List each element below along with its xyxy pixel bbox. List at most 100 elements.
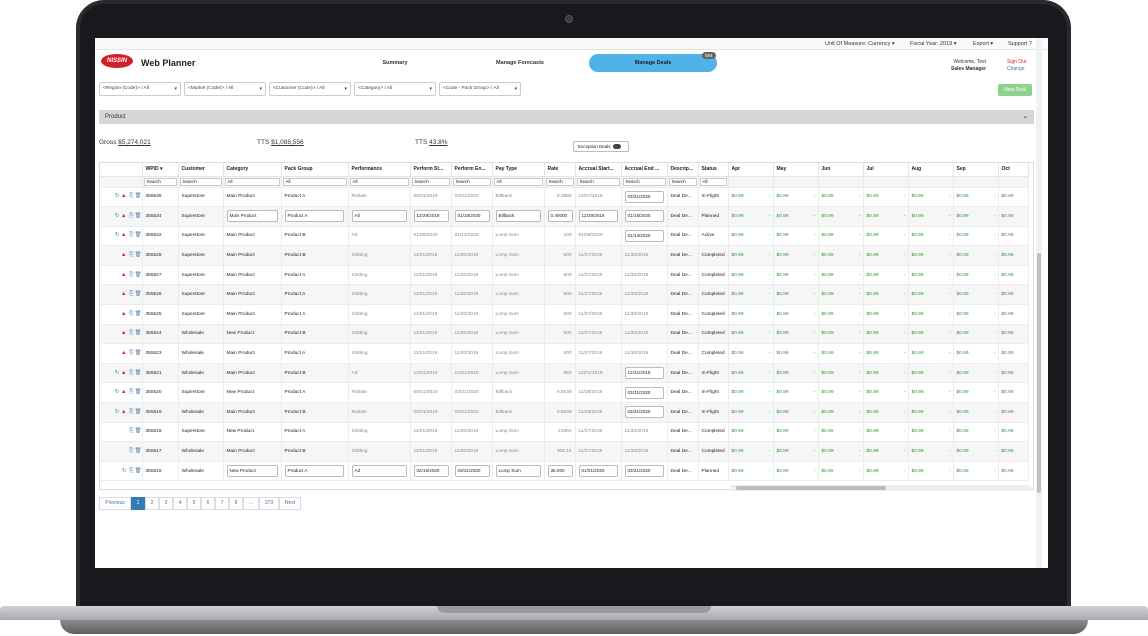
month-value-cell[interactable]: $0.99 - <box>773 265 819 286</box>
trash-icon[interactable]: 🗑 <box>134 193 142 200</box>
month-value-cell[interactable]: $0.99 - <box>953 206 999 227</box>
month-value-cell[interactable]: $0.99 - <box>863 363 909 384</box>
warning-icon[interactable]: ▲ <box>121 252 127 259</box>
column-header[interactable]: Rate <box>544 163 576 177</box>
column-header[interactable]: Performance <box>348 163 411 177</box>
month-value-cell[interactable]: $0.99 - <box>728 343 774 364</box>
trash-icon[interactable]: 🗑 <box>134 350 142 357</box>
copy-icon[interactable]: ⎘ <box>129 271 134 278</box>
month-value-cell[interactable]: $0.99 - <box>773 304 819 325</box>
refresh-icon[interactable]: ↻ <box>121 467 127 474</box>
column-header[interactable]: Perform En... <box>451 163 493 177</box>
month-value-cell[interactable]: $0.99 - <box>773 461 819 482</box>
trash-icon[interactable]: 🗑 <box>134 232 142 239</box>
column-header[interactable]: Jun <box>818 163 864 177</box>
month-value-cell[interactable]: $0.99 - <box>728 226 774 247</box>
column-header[interactable]: May <box>773 163 819 177</box>
copy-icon[interactable]: ⎘ <box>129 350 134 357</box>
table-row[interactable]: ▲ ⎘🗑 355526 Superstore Main Product Product A… <box>100 284 1029 306</box>
month-value-cell[interactable]: $0.99 - <box>953 441 999 462</box>
month-value-cell[interactable]: $0.99 - <box>818 284 864 306</box>
rate-input[interactable]: 36.000 <box>547 465 574 478</box>
month-value-cell[interactable]: $0.99 - <box>953 304 999 325</box>
month-value-cell[interactable]: $0.99 - <box>728 187 774 208</box>
accrual-start-input[interactable]: 12/29/2019 <box>578 210 619 223</box>
month-value-cell[interactable]: $0.99 - <box>908 245 954 266</box>
month-value-cell[interactable]: $0.99 - <box>728 304 774 325</box>
trash-icon[interactable]: 🗑 <box>134 369 142 376</box>
fiscal-year-dropdown[interactable]: Fiscal Year: 2019 ▾ <box>910 41 957 47</box>
month-value-cell[interactable]: $0.99 - <box>818 382 864 404</box>
copy-icon[interactable]: ⎘ <box>129 291 134 298</box>
warning-icon[interactable]: ▲ <box>121 193 127 200</box>
page-number-button[interactable]: 7 <box>215 497 229 510</box>
month-value-cell[interactable]: $0.99 - <box>728 324 774 345</box>
rate-input[interactable]: 0.40000 <box>547 210 574 223</box>
refresh-icon[interactable]: ↻ <box>114 408 120 415</box>
category-filter[interactable]: <Category> / All ▾ <box>354 82 436 96</box>
column-search-input[interactable]: Search <box>143 177 177 186</box>
column-search-input[interactable]: Search <box>452 177 491 186</box>
month-value-cell[interactable]: $0.99 <box>998 363 1029 384</box>
month-value-cell[interactable]: $0.99 - <box>953 461 999 482</box>
month-value-cell[interactable]: $0.99 - <box>953 187 999 208</box>
table-row[interactable]: ▲ ⎘🗑 355528 Superstore Main Product Product B… <box>100 245 1029 266</box>
nav-manage-forecasts[interactable]: Manage Forecasts <box>496 60 544 66</box>
month-value-cell[interactable]: $0.99 - <box>863 324 909 345</box>
copy-icon[interactable]: ⎘ <box>129 467 134 474</box>
page-number-button[interactable]: 8 <box>229 497 243 510</box>
category-select[interactable]: New Product <box>226 465 278 478</box>
export-dropdown[interactable]: Export ▾ <box>973 41 994 47</box>
month-value-cell[interactable]: $0.99 - <box>908 304 954 325</box>
month-value-cell[interactable]: $0.99 - <box>818 226 864 247</box>
month-value-cell[interactable]: $0.99 <box>998 226 1029 247</box>
month-value-cell[interactable]: $0.99 - <box>863 187 909 208</box>
accrual-start-input[interactable]: 01/01/2020 <box>578 465 619 478</box>
month-value-cell[interactable]: $0.99 - <box>818 343 864 364</box>
warning-icon[interactable]: ▲ <box>121 369 127 376</box>
month-value-cell[interactable]: $0.99 <box>998 187 1029 208</box>
warning-icon[interactable]: ▲ <box>121 212 127 219</box>
chevron-down-icon[interactable]: ⌄ <box>1022 113 1028 120</box>
warning-icon[interactable]: ▲ <box>121 271 127 278</box>
trash-icon[interactable]: 🗑 <box>134 428 142 435</box>
trash-icon[interactable]: 🗑 <box>134 291 142 298</box>
column-filter-select[interactable]: All <box>699 177 727 186</box>
horizontal-scrollbar[interactable] <box>731 485 1031 491</box>
column-header[interactable]: Aug <box>908 163 954 177</box>
trash-icon[interactable]: 🗑 <box>134 271 142 278</box>
month-value-cell[interactable]: $0.99 - <box>863 461 909 482</box>
month-value-cell[interactable]: $0.99 - <box>908 363 954 384</box>
month-value-cell[interactable]: $0.99 <box>998 265 1029 286</box>
month-value-cell[interactable]: $0.99 - <box>773 324 819 345</box>
month-value-cell[interactable]: $0.99 - <box>863 265 909 286</box>
month-value-cell[interactable]: $0.99 - <box>773 363 819 384</box>
copy-icon[interactable]: ⎘ <box>129 428 134 435</box>
nav-manage-deals[interactable]: Manage Deals <box>589 54 717 72</box>
previous-page-button[interactable]: Previous <box>99 497 131 510</box>
new-deal-button[interactable]: New Deal <box>998 84 1032 96</box>
copy-icon[interactable]: ⎘ <box>129 408 134 415</box>
pay-type-select[interactable]: Billback <box>495 210 542 223</box>
performance-select[interactable]: All <box>351 210 407 223</box>
support-link[interactable]: Support ? <box>1008 41 1032 47</box>
accrual-end-input[interactable]: 01/14/2020 <box>624 229 665 242</box>
month-value-cell[interactable]: $0.99 - <box>728 402 774 423</box>
month-value-cell[interactable]: $0.99 - <box>773 187 819 208</box>
month-value-cell[interactable]: $0.99 - <box>863 343 909 364</box>
column-header[interactable]: Accrual End ... <box>621 163 668 177</box>
month-value-cell[interactable]: $0.99 - <box>908 343 954 364</box>
month-value-cell[interactable]: $0.99 - <box>818 441 864 462</box>
copy-icon[interactable]: ⎘ <box>129 212 134 219</box>
trash-icon[interactable]: 🗑 <box>134 252 142 259</box>
month-value-cell[interactable]: $0.99 - <box>818 363 864 384</box>
month-value-cell[interactable]: $0.99 <box>998 402 1029 423</box>
page-number-button[interactable]: 5 <box>187 497 201 510</box>
column-header[interactable]: Category <box>223 163 282 177</box>
copy-icon[interactable]: ⎘ <box>129 310 134 317</box>
scroll-thumb[interactable] <box>736 486 886 490</box>
month-value-cell[interactable]: $0.99 - <box>863 304 909 325</box>
column-header[interactable]: Apr <box>728 163 774 177</box>
month-value-cell[interactable]: $0.99 - <box>908 284 954 306</box>
column-header[interactable]: Sep <box>953 163 999 177</box>
